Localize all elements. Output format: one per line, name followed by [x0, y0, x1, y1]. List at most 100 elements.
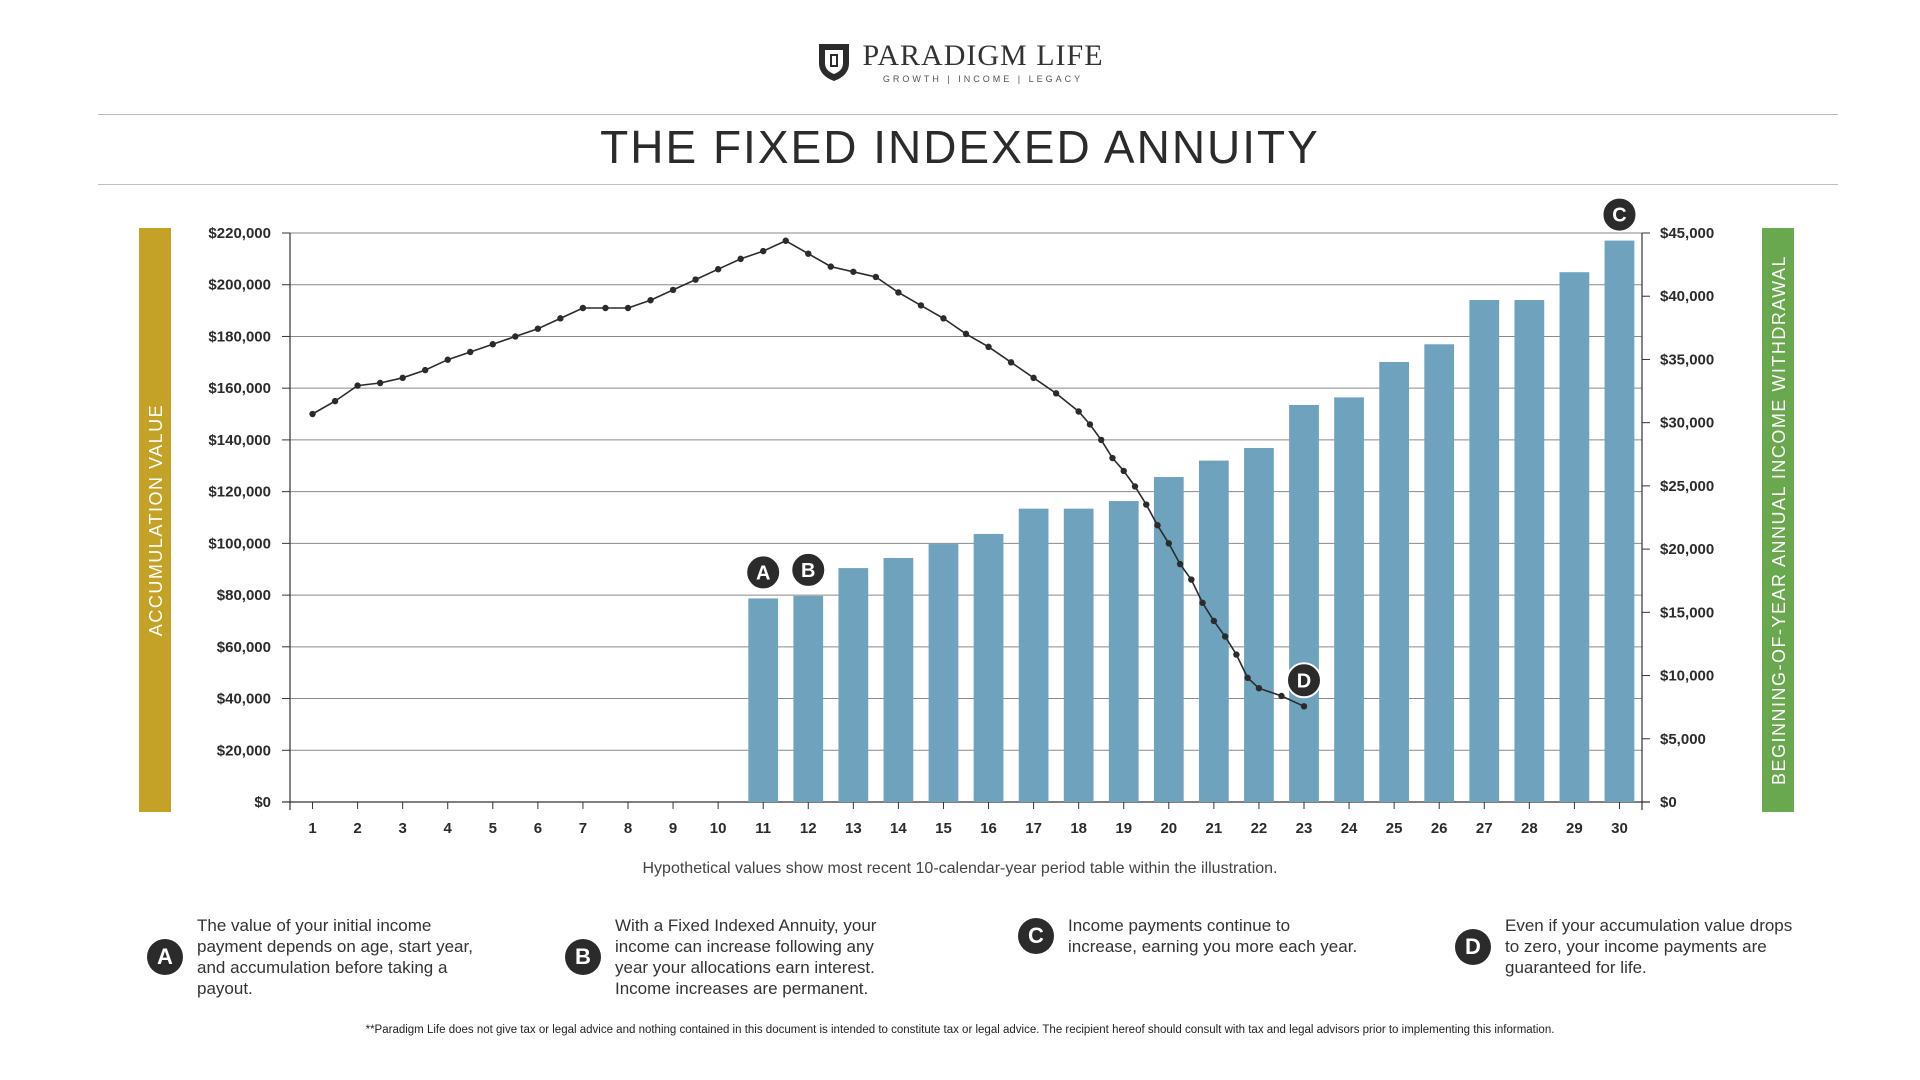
accumulation-point	[1233, 651, 1240, 658]
accumulation-point	[399, 374, 406, 382]
bar	[748, 598, 779, 802]
bar	[1153, 477, 1184, 802]
right-tick-label: $15,000	[1660, 604, 1714, 621]
accumulation-point	[1210, 617, 1218, 625]
accumulation-point	[1221, 633, 1229, 640]
accumulation-point	[1131, 483, 1139, 490]
badge-b: B	[565, 939, 601, 975]
x-tick-label: 15	[935, 820, 952, 837]
accumulation-point	[444, 356, 451, 363]
left-tick-label: $0	[254, 794, 271, 811]
left-tick-label: $60,000	[217, 639, 271, 656]
accumulation-point	[737, 255, 744, 263]
accumulation-point	[1086, 421, 1094, 428]
left-tick-label: $200,000	[208, 277, 271, 294]
left-tick-label: $180,000	[208, 328, 271, 345]
right-tick-label: $0	[1660, 794, 1677, 811]
x-tick-label: 20	[1160, 820, 1177, 837]
bar	[1108, 501, 1139, 802]
explanation-b: B With a Fixed Indexed Annuity, your inc…	[565, 915, 905, 999]
right-tick-label: $5,000	[1660, 731, 1706, 748]
bar	[1018, 508, 1049, 802]
right-tick-label: $35,000	[1660, 351, 1714, 368]
left-tick-label: $160,000	[208, 380, 271, 397]
right-tick-label: $45,000	[1660, 225, 1714, 242]
accumulation-point	[1120, 467, 1127, 475]
accumulation-point	[714, 266, 722, 273]
x-tick-label: 11	[755, 820, 771, 837]
accumulation-point	[1154, 522, 1161, 529]
x-tick-label: 9	[669, 820, 677, 837]
right-tick-label: $20,000	[1660, 541, 1714, 558]
x-tick-label: 3	[398, 820, 406, 837]
accumulation-point	[1165, 540, 1173, 547]
marker-b	[790, 551, 827, 588]
accumulation-point	[850, 268, 857, 275]
x-tick-label: 14	[890, 820, 907, 837]
x-tick-label: 22	[1251, 820, 1268, 837]
header: PARADIGM LIFE GROWTH | INCOME | LEGACY	[0, 40, 1920, 88]
accumulation-point	[692, 276, 699, 283]
x-tick-label: 17	[1025, 820, 1042, 837]
x-tick-label: 4	[444, 820, 453, 837]
accumulation-point	[940, 315, 947, 322]
right-tick-label: $30,000	[1660, 415, 1714, 432]
bar	[1604, 240, 1635, 802]
accumulation-point	[1188, 576, 1195, 583]
brand-tagline: GROWTH | INCOME | LEGACY	[882, 74, 1084, 84]
brand-name: PARADIGM LIFE	[862, 39, 1104, 72]
left-axis-label: ACCUMULATION VALUE	[146, 404, 166, 636]
accumulation-point	[962, 330, 970, 338]
accumulation-point	[1176, 560, 1184, 568]
accumulation-point	[647, 297, 654, 304]
bar	[1063, 508, 1094, 802]
shield-logo-icon	[819, 44, 850, 81]
x-tick-label: 26	[1431, 820, 1448, 837]
x-tick-label: 6	[534, 820, 542, 837]
accumulation-point	[467, 348, 474, 356]
x-tick-label: 5	[489, 820, 497, 837]
x-tick-label: 19	[1115, 820, 1132, 837]
chart-note: Hypothetical values show most recent 10-…	[642, 860, 1278, 877]
accumulation-point	[512, 333, 519, 340]
disclaimer: **Paradigm Life does not give tax or leg…	[365, 1024, 1555, 1036]
accumulation-point	[985, 343, 992, 350]
explanation-a: A The value of your initial income payme…	[147, 915, 487, 999]
top-divider	[98, 114, 1838, 115]
x-tick-label: 10	[710, 820, 727, 837]
x-tick-label: 23	[1296, 820, 1313, 837]
marker-b-label: B	[801, 560, 815, 582]
explanation-b-text: With a Fixed Indexed Annuity, your incom…	[615, 916, 877, 998]
explanation-c: C Income payments continue to increase, …	[1018, 915, 1358, 957]
bar	[883, 557, 914, 802]
right-axis-band	[1762, 228, 1794, 812]
bar	[928, 544, 959, 802]
accumulation-point	[376, 379, 384, 387]
accumulation-point	[1109, 454, 1116, 462]
brand-logo[interactable]: PARADIGM LIFE GROWTH | INCOME | LEGACY	[816, 40, 1103, 84]
bar	[1514, 300, 1545, 802]
bar	[1198, 460, 1229, 802]
x-tick-label: 29	[1566, 820, 1583, 837]
accumulation-point	[872, 273, 880, 281]
left-tick-label: $80,000	[217, 587, 271, 604]
x-tick-label: 28	[1521, 820, 1538, 837]
x-tick-label: 1	[308, 820, 316, 837]
x-tick-label: 12	[800, 820, 817, 837]
explanation-d: D Even if your accumulation value drops …	[1455, 915, 1795, 978]
left-tick-label: $100,000	[208, 535, 271, 552]
right-axis-label: BEGINNING-OF-YEAR ANNUAL INCOME WITHDRAW…	[1769, 255, 1789, 785]
badge-c: C	[1018, 918, 1054, 954]
right-tick-label: $25,000	[1660, 478, 1714, 495]
x-tick-label: 13	[845, 820, 862, 837]
explanation-c-text: Income payments continue to increase, ea…	[1068, 916, 1358, 956]
accumulation-point	[579, 304, 587, 312]
accumulation-point	[534, 325, 542, 332]
accumulation-point	[669, 286, 677, 294]
left-tick-label: $40,000	[217, 691, 271, 708]
x-tick-label: 24	[1341, 820, 1358, 837]
bar	[1289, 404, 1319, 802]
explanation-d-text: Even if your accumulation value drops to…	[1505, 916, 1793, 977]
left-tick-label: $20,000	[217, 742, 271, 759]
marker-c-label: C	[1612, 205, 1626, 227]
